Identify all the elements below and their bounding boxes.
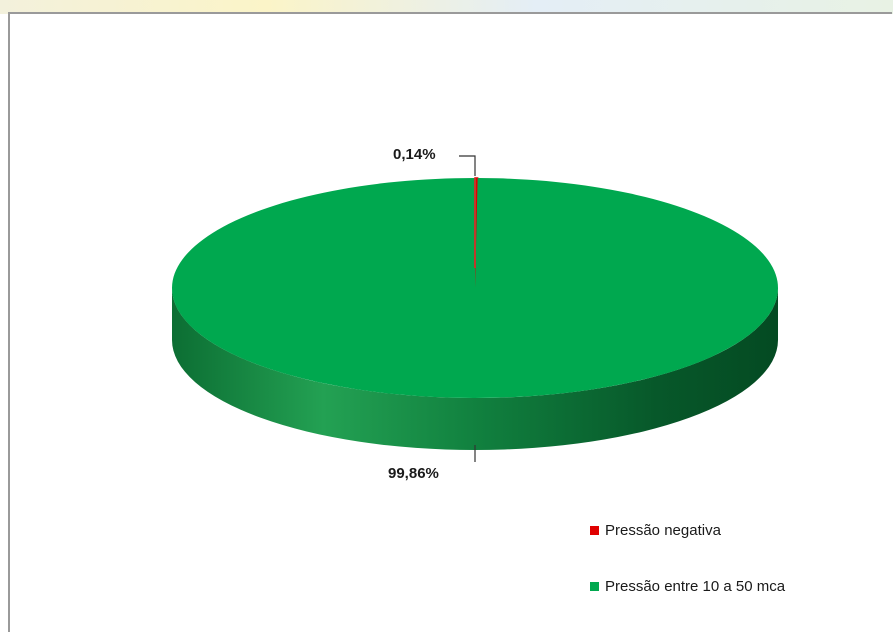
leader-line-small — [459, 155, 476, 176]
pie-slice-1 — [172, 178, 779, 398]
data-label-pressao-entre-10-50: 99,86% — [388, 465, 439, 482]
legend-label: Pressão negativa — [605, 521, 721, 539]
legend: Pressão negativa Pressão entre 10 a 50 m… — [590, 520, 785, 632]
legend-item-pressao-entre-10-50: Pressão entre 10 a 50 mca — [590, 576, 785, 596]
legend-label: Pressão entre 10 a 50 mca — [605, 577, 786, 595]
header-strip — [0, 0, 893, 14]
pie-side-wall — [172, 288, 778, 450]
legend-swatch-red — [590, 525, 599, 535]
legend-item-pressao-negativa: Pressão negativa — [590, 520, 785, 540]
data-label-pressao-negativa: 0,14% — [393, 146, 436, 163]
legend-swatch-green — [590, 581, 599, 591]
